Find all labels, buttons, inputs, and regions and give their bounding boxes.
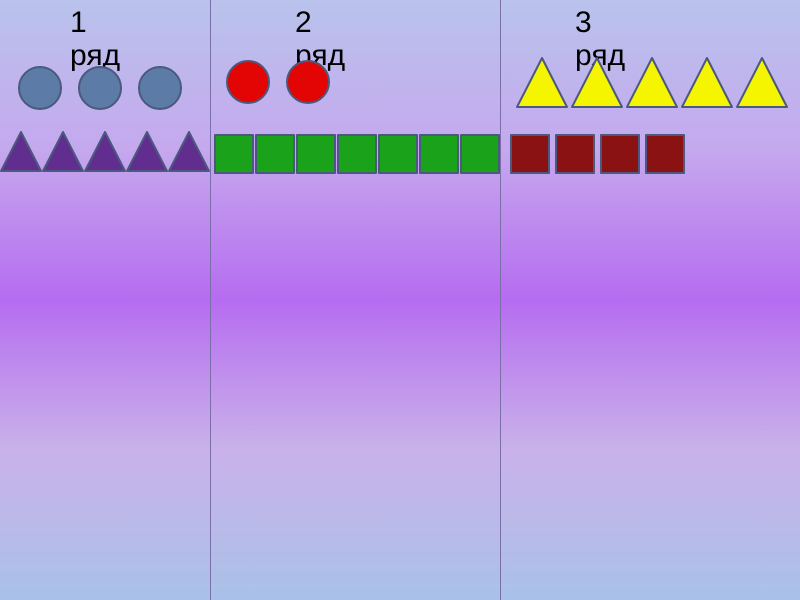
col1-triangles-item-1: [0, 130, 42, 172]
col1-circles-item-1: [18, 66, 62, 110]
col3-triangles-item-2: [571, 56, 623, 108]
col3-squares-item-3: [600, 134, 640, 174]
col2-squares-item-3: [296, 134, 336, 174]
col1-circles-item-2: [78, 66, 122, 110]
col3-triangles-item-4: [681, 56, 733, 108]
col2-squares-item-4: [337, 134, 377, 174]
col2-circles-item-2: [286, 60, 330, 104]
col1-triangles-item-5: [168, 130, 210, 172]
col3-triangles-item-5: [736, 56, 788, 108]
col2-squares-item-6: [419, 134, 459, 174]
col2-squares-item-5: [378, 134, 418, 174]
col2-squares-item-7: [460, 134, 500, 174]
col3-triangles-item-3: [626, 56, 678, 108]
col1-circles-item-3: [138, 66, 182, 110]
col3-squares-item-1: [510, 134, 550, 174]
col3-squares-item-4: [645, 134, 685, 174]
col3-squares-item-2: [555, 134, 595, 174]
col3-triangles-item-1: [516, 56, 568, 108]
col1-triangles-item-2: [42, 130, 84, 172]
divider-2: [500, 0, 501, 600]
diagram-stage: 1 ряд2 ряд3 ряд: [0, 0, 800, 600]
col2-squares-item-2: [255, 134, 295, 174]
divider-1: [210, 0, 211, 600]
col2-circles-item-1: [226, 60, 270, 104]
col2-squares-item-1: [214, 134, 254, 174]
col1-triangles-item-3: [84, 130, 126, 172]
col1-triangles-item-4: [126, 130, 168, 172]
col1-label: 1 ряд: [70, 6, 120, 72]
